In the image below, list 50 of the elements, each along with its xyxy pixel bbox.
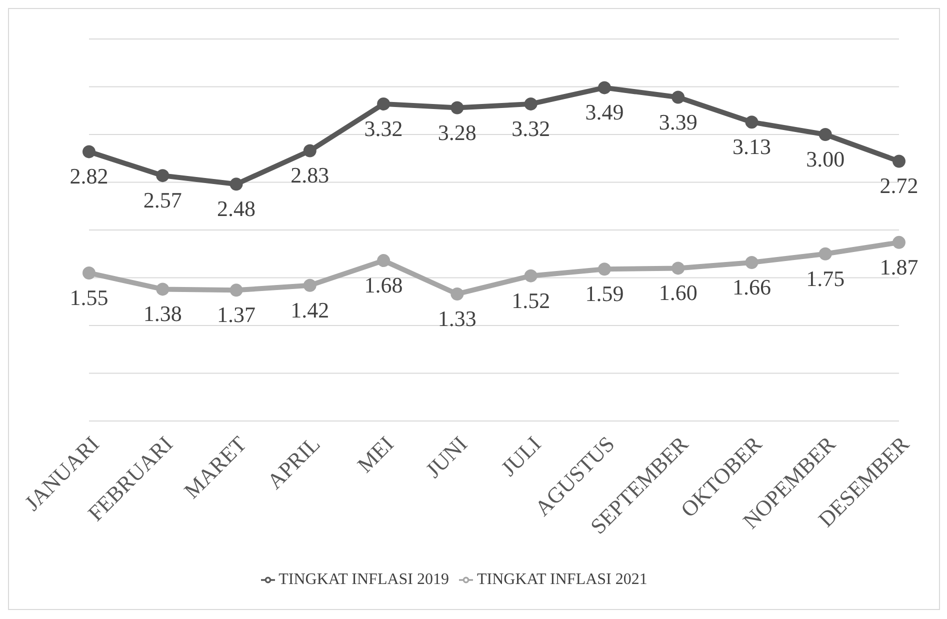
point — [745, 116, 758, 129]
point — [82, 266, 96, 280]
data-label: 3.32 — [512, 116, 550, 141]
point — [672, 262, 685, 275]
point — [450, 101, 464, 114]
point — [818, 247, 832, 260]
data-label: 1.66 — [732, 274, 771, 300]
point — [82, 145, 96, 158]
point — [156, 169, 170, 182]
data-label: 2.72 — [880, 173, 918, 198]
data-label: 3.39 — [658, 109, 698, 134]
data-label: 3.00 — [806, 146, 845, 172]
point — [303, 278, 316, 292]
point — [377, 97, 390, 110]
data-label: 2.48 — [217, 196, 256, 222]
data-label: 1.33 — [438, 306, 476, 331]
data-label: 1.55 — [70, 284, 108, 310]
data-label: 1.42 — [290, 297, 330, 322]
point — [303, 144, 316, 158]
point — [598, 81, 611, 94]
point — [230, 284, 243, 297]
point — [892, 154, 906, 168]
data-label: 3.32 — [364, 116, 403, 141]
data-label: 1.68 — [364, 272, 403, 298]
point — [745, 256, 758, 269]
data-label: 1.87 — [880, 254, 918, 280]
data-label: 2.57 — [143, 188, 182, 213]
point — [818, 128, 832, 141]
data-label: 3.28 — [438, 120, 476, 145]
point — [156, 282, 170, 296]
data-label: 1.38 — [143, 301, 182, 326]
data-label: 1.75 — [806, 266, 845, 291]
data-label: 3.13 — [732, 134, 771, 160]
point — [377, 254, 390, 268]
point — [524, 269, 538, 282]
point — [892, 236, 906, 249]
point — [598, 262, 611, 276]
data-label: 1.37 — [217, 302, 256, 328]
data-label: 3.49 — [585, 100, 624, 125]
data-label: 2.82 — [70, 164, 108, 189]
point — [524, 97, 538, 110]
data-label: 1.59 — [585, 281, 624, 306]
point — [230, 178, 243, 191]
data-label: 1.52 — [512, 288, 550, 313]
legend-label: TINGKAT INFLASI 2019 — [278, 571, 449, 588]
data-label: 1.60 — [658, 280, 698, 306]
point — [672, 90, 685, 104]
data-label: 2.83 — [290, 162, 330, 188]
point — [450, 287, 464, 300]
legend-label: TINGKAT INFLASI 2021 — [477, 571, 648, 588]
